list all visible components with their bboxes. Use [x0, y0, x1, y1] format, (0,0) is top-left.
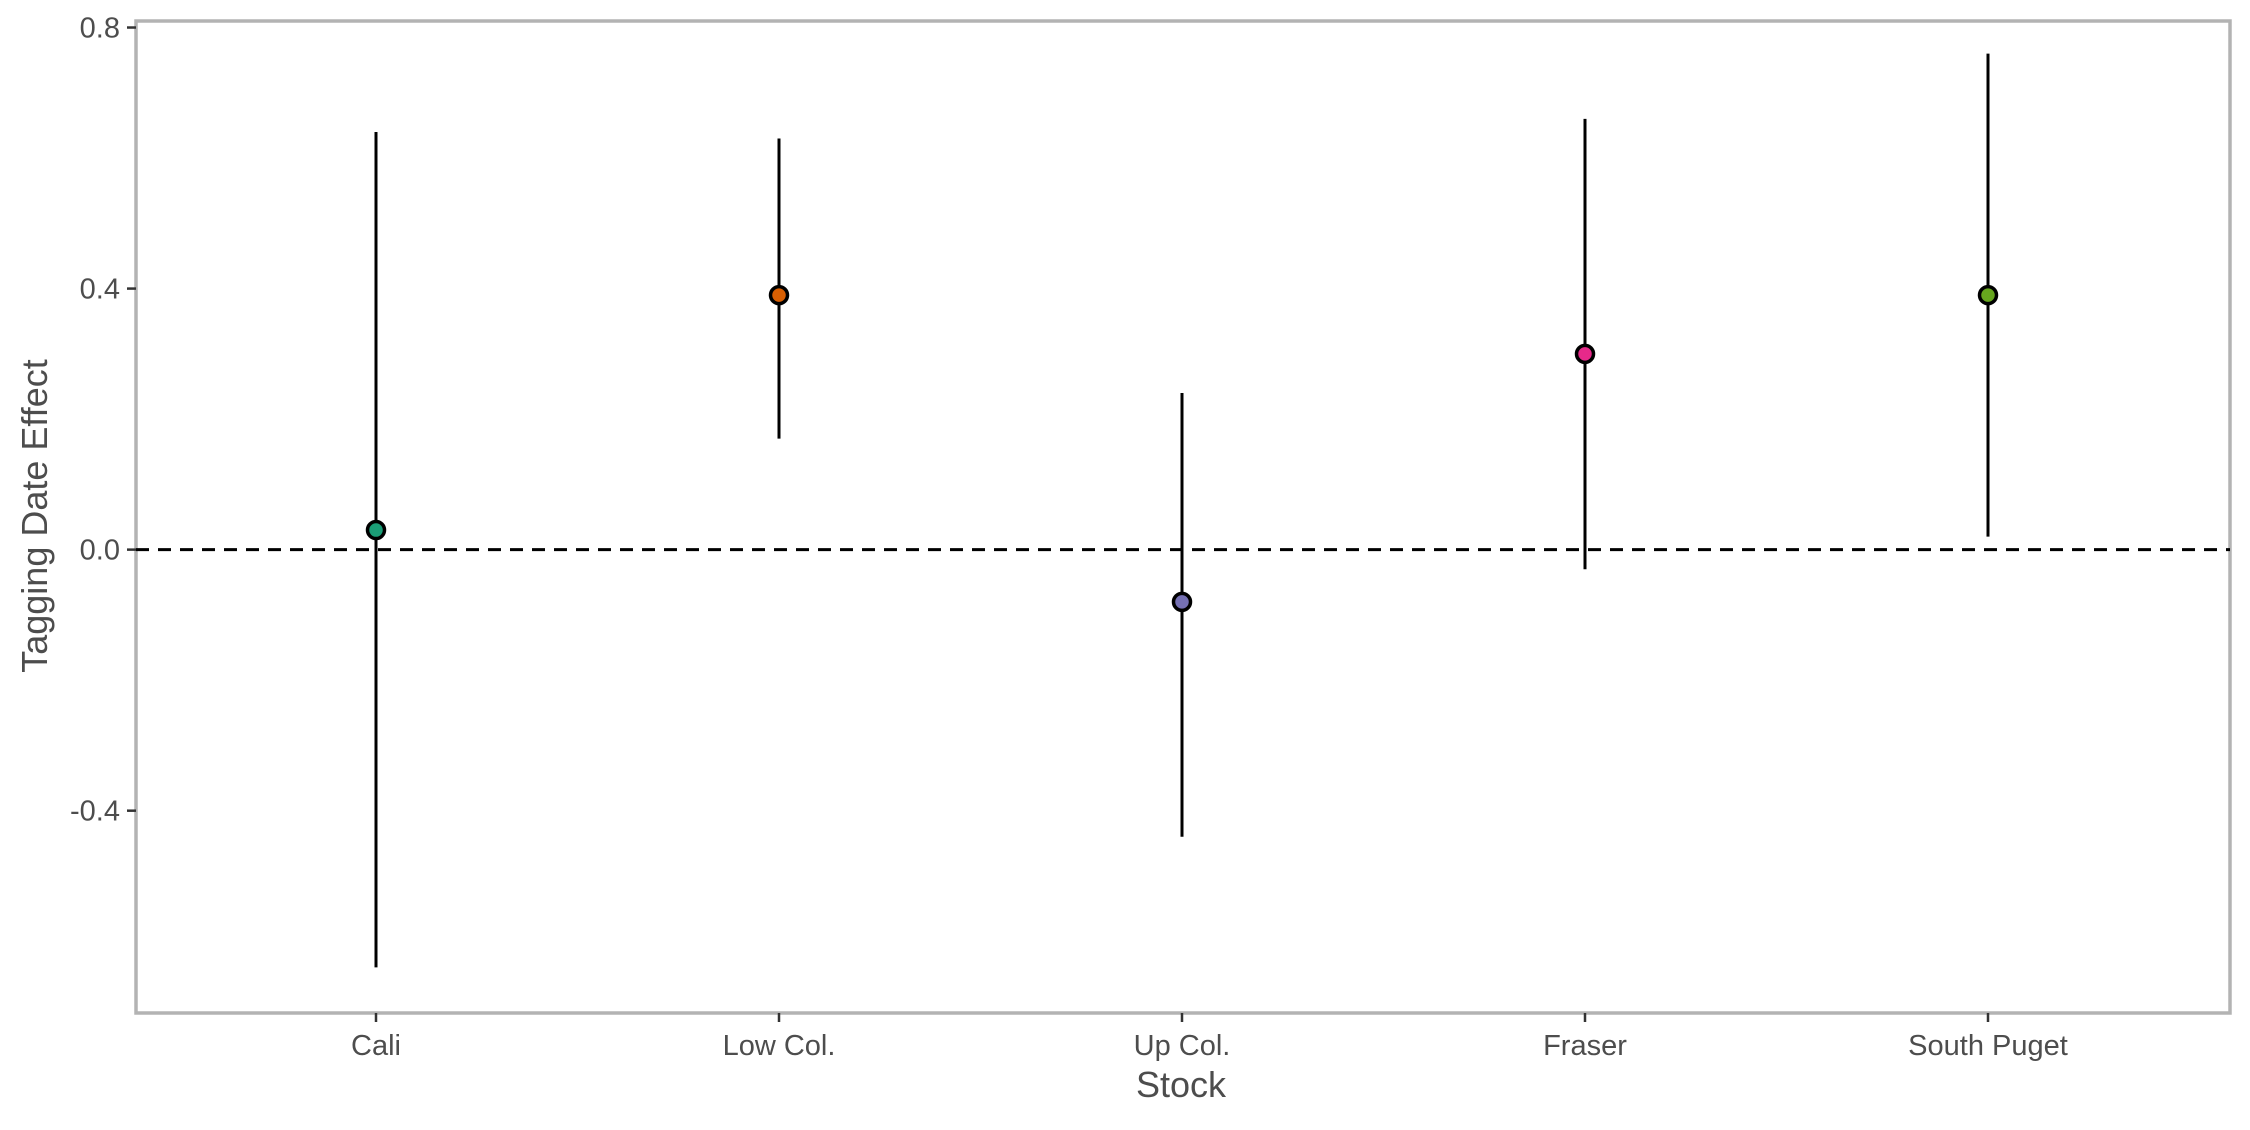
y-tick-label: 0.0	[80, 535, 120, 567]
y-tick-label: 0.4	[80, 274, 120, 306]
axis-layer: -0.4 0.0 0.4 0.8 Cali Low Col. Up Col. Fraser So…	[70, 13, 2068, 1062]
y-tick-label: 0.8	[80, 13, 120, 45]
estimate-point	[365, 519, 387, 541]
y-tick-label: -0.4	[70, 796, 120, 828]
x-tick-label: Cali	[351, 1030, 401, 1062]
estimate-point	[1574, 343, 1596, 365]
y-axis-title: Tagging Date Effect	[14, 359, 55, 673]
estimate-point	[768, 284, 790, 306]
x-tick-label: Fraser	[1543, 1030, 1627, 1062]
estimate-point	[1171, 591, 1193, 613]
x-tick-label: South Puget	[1908, 1030, 2068, 1062]
x-axis-title: Stock	[1136, 1064, 1227, 1105]
estimate-point	[1977, 284, 1999, 306]
x-tick-label: Up Col.	[1134, 1030, 1231, 1062]
x-tick-label: Low Col.	[723, 1030, 836, 1062]
point-layer	[365, 284, 1999, 613]
